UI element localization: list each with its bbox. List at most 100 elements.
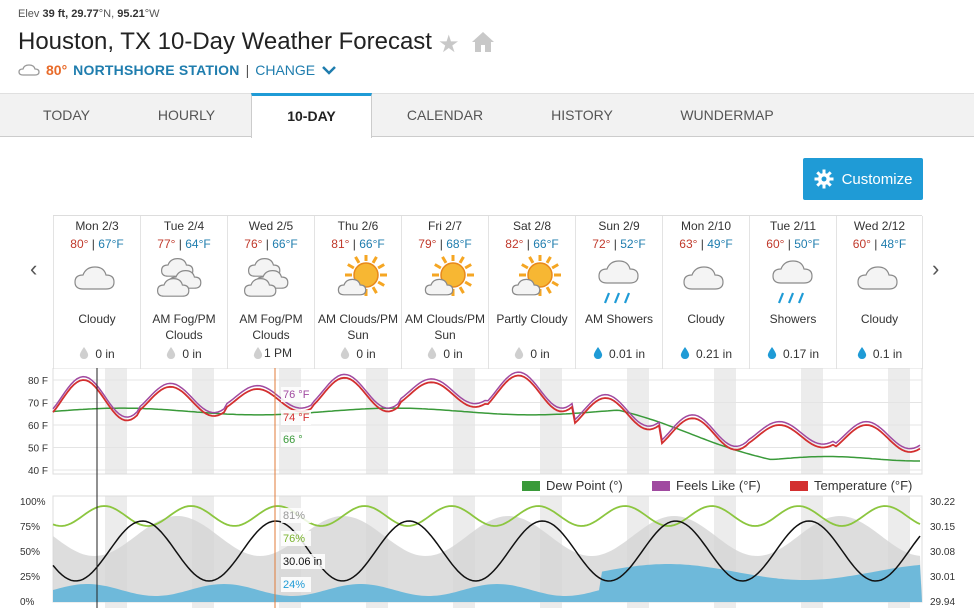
raindrop-icon (767, 347, 777, 359)
humidity-axis-tick: 100% (20, 497, 46, 508)
low-temp: 66°F (533, 237, 559, 251)
tab-10-day[interactable]: 10-DAY (251, 93, 372, 138)
day-temps: 81° | 66°F (331, 237, 385, 251)
condition-text: Partly Cloudy (496, 312, 568, 326)
high-temp: 80° (70, 237, 89, 251)
temp-chart-frame (52, 368, 923, 475)
station-selector: 80° NORTHSHORE STATION | CHANGE (18, 62, 337, 78)
station-name[interactable]: NORTHSHORE STATION (73, 62, 240, 78)
condition-text: AM Clouds/PM Sun (317, 312, 399, 342)
condition-text: AM Showers (584, 312, 654, 326)
legend-temperature[interactable]: Temperature (°F) (790, 478, 912, 493)
pressure-axis-tick: 30.08 (930, 547, 955, 558)
current-temperature: 80° (46, 62, 68, 78)
precip-amount: 0 in (402, 347, 488, 361)
temp-axis-tick: 80 F (28, 376, 48, 387)
humidity-axis-tick: 25% (20, 572, 40, 583)
separator: | (245, 62, 250, 78)
raindrop-icon (428, 347, 437, 359)
page-title: Houston, TX 10-Day Weather Forecast (18, 28, 432, 55)
day-column[interactable]: Tue 2/11 60° | 50°F Showers 0.17 in (749, 216, 836, 369)
partly-sunny-icon (315, 254, 401, 311)
precip-amount: 0 in (54, 347, 140, 361)
showers-icon (750, 255, 836, 311)
gear-icon (814, 169, 834, 189)
precip-amount: 0 in (489, 347, 575, 361)
day-column[interactable]: Thu 2/6 81° | 66°F AM Clouds/PM Sun 0 in (314, 216, 401, 369)
chevron-down-icon[interactable] (321, 65, 337, 75)
legend-dew-point[interactable]: Dew Point (°) (522, 478, 623, 493)
hover-time-label: 1 PM (262, 346, 295, 360)
raindrop-icon (341, 347, 350, 359)
day-column[interactable]: Fri 2/7 79° | 68°F AM Clouds/PM Sun 0 in (401, 216, 488, 369)
legend-feels-like[interactable]: Feels Like (°F) (652, 478, 761, 493)
temp-axis-tick: 50 F (28, 444, 48, 455)
next-arrow-icon[interactable]: › (932, 256, 940, 281)
daily-forecast-strip: Mon 2/3 80° | 67°F Cloudy 0 in Tue 2/4 77° | … (53, 215, 923, 369)
cloud-cover-readout: 81% (283, 510, 305, 522)
high-temp: 77° (157, 237, 176, 251)
raindrop-icon (857, 347, 866, 359)
tab-calendar[interactable]: CALENDAR (406, 107, 484, 123)
condition-text: Cloudy (860, 312, 899, 326)
cloudy-icon (54, 255, 140, 311)
precip-value: 0.17 in (782, 347, 820, 361)
readout-bg (281, 531, 311, 546)
change-station-link[interactable]: CHANGE (255, 62, 316, 78)
prev-arrow-icon[interactable]: ‹ (30, 256, 38, 281)
day-name: Mon 2/10 (680, 219, 732, 233)
day-name: Sat 2/8 (512, 219, 552, 233)
low-temp: 64°F (185, 237, 211, 251)
condition-text: AM Clouds/PM Sun (404, 312, 486, 342)
dew-point-readout: 66 ° (283, 434, 303, 446)
forecast-tabs: TODAY HOURLY 10-DAY CALENDAR HISTORY WUN… (0, 93, 974, 138)
day-column[interactable]: Sat 2/8 82° | 66°F Partly Cloudy 0 in (488, 216, 575, 369)
partly-sunny-icon (402, 254, 488, 311)
forecast-charts[interactable]: 80 F 70 F 60 F 50 F 40 F 100% 75% 50% 25% 0% 30.22… (0, 368, 974, 608)
night-band (801, 368, 823, 474)
raindrop-icon (680, 347, 690, 359)
precip-value: 0 in (95, 347, 115, 361)
precip-amount: 0.21 in (663, 347, 749, 361)
day-temps: 60° | 48°F (852, 237, 907, 251)
precip-value: 0 in (443, 347, 463, 361)
humidity-axis-tick: 50% (20, 547, 40, 558)
night-band (540, 368, 562, 474)
day-column[interactable]: Wed 2/12 60° | 48°F Cloudy 0.1 in (836, 216, 923, 369)
day-temps: 60° | 50°F (766, 237, 820, 251)
tab-wundermap[interactable]: WUNDERMAP (680, 107, 774, 123)
precip-value: 0.21 in (695, 347, 733, 361)
low-temp: 50°F (794, 237, 820, 251)
precip-chance-readout: 24% (283, 579, 305, 591)
raindrop-icon (80, 347, 89, 359)
day-name: Thu 2/6 (337, 219, 379, 233)
legend-label: Dew Point (°) (546, 478, 623, 493)
favorite-star-icon[interactable]: ★ (438, 31, 460, 58)
tab-hourly[interactable]: HOURLY (157, 107, 216, 123)
condition-text: Cloudy (687, 312, 725, 326)
raindrop-icon (254, 347, 263, 359)
night-band (192, 368, 214, 474)
precip-value: 0 in (356, 347, 376, 361)
pressure-axis-tick: 29.94 (930, 597, 955, 608)
condition-text: Cloudy (78, 312, 116, 326)
day-column[interactable]: Sun 2/9 72° | 52°F AM Showers 0.01 in (575, 216, 662, 369)
high-temp: 79° (418, 237, 437, 251)
home-icon[interactable] (470, 30, 496, 54)
readout-bg (281, 508, 311, 523)
precip-value: 0 in (182, 347, 202, 361)
customize-button[interactable]: Customize (803, 158, 923, 200)
precip-amount: 0.1 in (837, 347, 922, 361)
showers-icon (576, 255, 662, 311)
condition-text: Showers (769, 312, 817, 326)
day-column[interactable]: Mon 2/10 63° | 49°F Cloudy 0.21 in (662, 216, 749, 369)
tab-today[interactable]: TODAY (43, 107, 90, 123)
day-name: Tue 2/4 (163, 219, 205, 233)
day-column[interactable]: Mon 2/3 80° | 67°F Cloudy 0 in (53, 216, 140, 369)
readout-bg (281, 577, 311, 592)
precip-amount: 0.17 in (750, 347, 836, 361)
low-temp: 68°F (446, 237, 472, 251)
day-column[interactable]: Tue 2/4 77° | 64°F AM Fog/PM Clouds 0 in (140, 216, 227, 369)
tab-history[interactable]: HISTORY (551, 107, 613, 123)
temperature-line (52, 374, 921, 453)
